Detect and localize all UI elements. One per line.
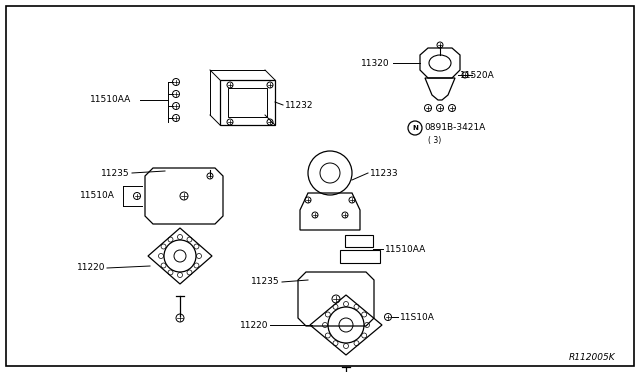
Text: 11232: 11232 — [285, 100, 314, 109]
Text: 11510AA: 11510AA — [90, 96, 131, 105]
Text: 0891B-3421A: 0891B-3421A — [424, 124, 485, 132]
Text: 11S10A: 11S10A — [400, 312, 435, 321]
Text: 11233: 11233 — [370, 169, 399, 177]
Text: 11510A: 11510A — [80, 192, 115, 201]
Text: 11235: 11235 — [252, 278, 280, 286]
Text: 11510AA: 11510AA — [385, 244, 426, 253]
Text: N: N — [412, 125, 418, 131]
Text: 11520A: 11520A — [460, 71, 495, 80]
Text: 11220: 11220 — [77, 263, 105, 273]
Text: 11235: 11235 — [101, 169, 130, 177]
Text: ( 3): ( 3) — [428, 135, 441, 144]
Text: 11320: 11320 — [362, 58, 390, 67]
Text: R112005K: R112005K — [568, 353, 615, 362]
Text: 11220: 11220 — [239, 321, 268, 330]
